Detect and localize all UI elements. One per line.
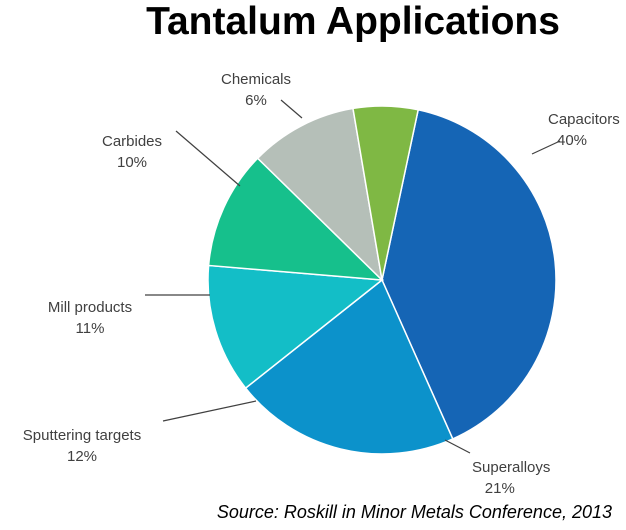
pie-slices	[207, 105, 557, 455]
leader-line-sputtering-targets	[162, 400, 257, 422]
slice-label-mill-products: Mill products	[48, 299, 132, 316]
slice-value-chemicals: 6%	[245, 92, 267, 109]
leader-lines	[145, 99, 561, 454]
slice-value-superalloys: 21%	[485, 480, 515, 497]
slice-label-sputtering-targets: Sputtering targets	[23, 427, 141, 444]
slice-label-capacitors: Capacitors	[548, 111, 620, 128]
pie-slice-superalloys	[244, 278, 454, 455]
slice-value-sputtering-targets: 12%	[67, 448, 97, 465]
pie-slice-sputtering-targets	[207, 264, 384, 390]
slice-value-mill-products: 11%	[76, 320, 105, 337]
chart-title: Tantalum Applications	[146, 0, 560, 43]
pie-slice-capacitors	[381, 108, 557, 440]
leader-line-carbides	[175, 130, 241, 187]
leader-line-superalloys	[444, 439, 471, 454]
slice-label-chemicals: Chemicals	[221, 71, 291, 88]
leader-line-capacitors	[531, 140, 561, 155]
slice-labels: Capacitors 40% Superalloys 21% Sputtering ta…	[23, 71, 620, 497]
leader-line-chemicals	[280, 99, 303, 119]
chart-source: Source: Roskill in Minor Metals Conferen…	[216, 502, 612, 522]
pie-slice-chemicals	[352, 105, 420, 281]
pie-slice-mill-products	[207, 157, 385, 281]
pie-slice-carbides	[256, 107, 384, 283]
slice-value-carbides: 10%	[117, 154, 147, 171]
slice-label-superalloys: Superalloys	[472, 459, 550, 476]
slice-label-carbides: Carbides	[102, 133, 162, 150]
slice-value-capacitors: 40%	[557, 132, 587, 149]
